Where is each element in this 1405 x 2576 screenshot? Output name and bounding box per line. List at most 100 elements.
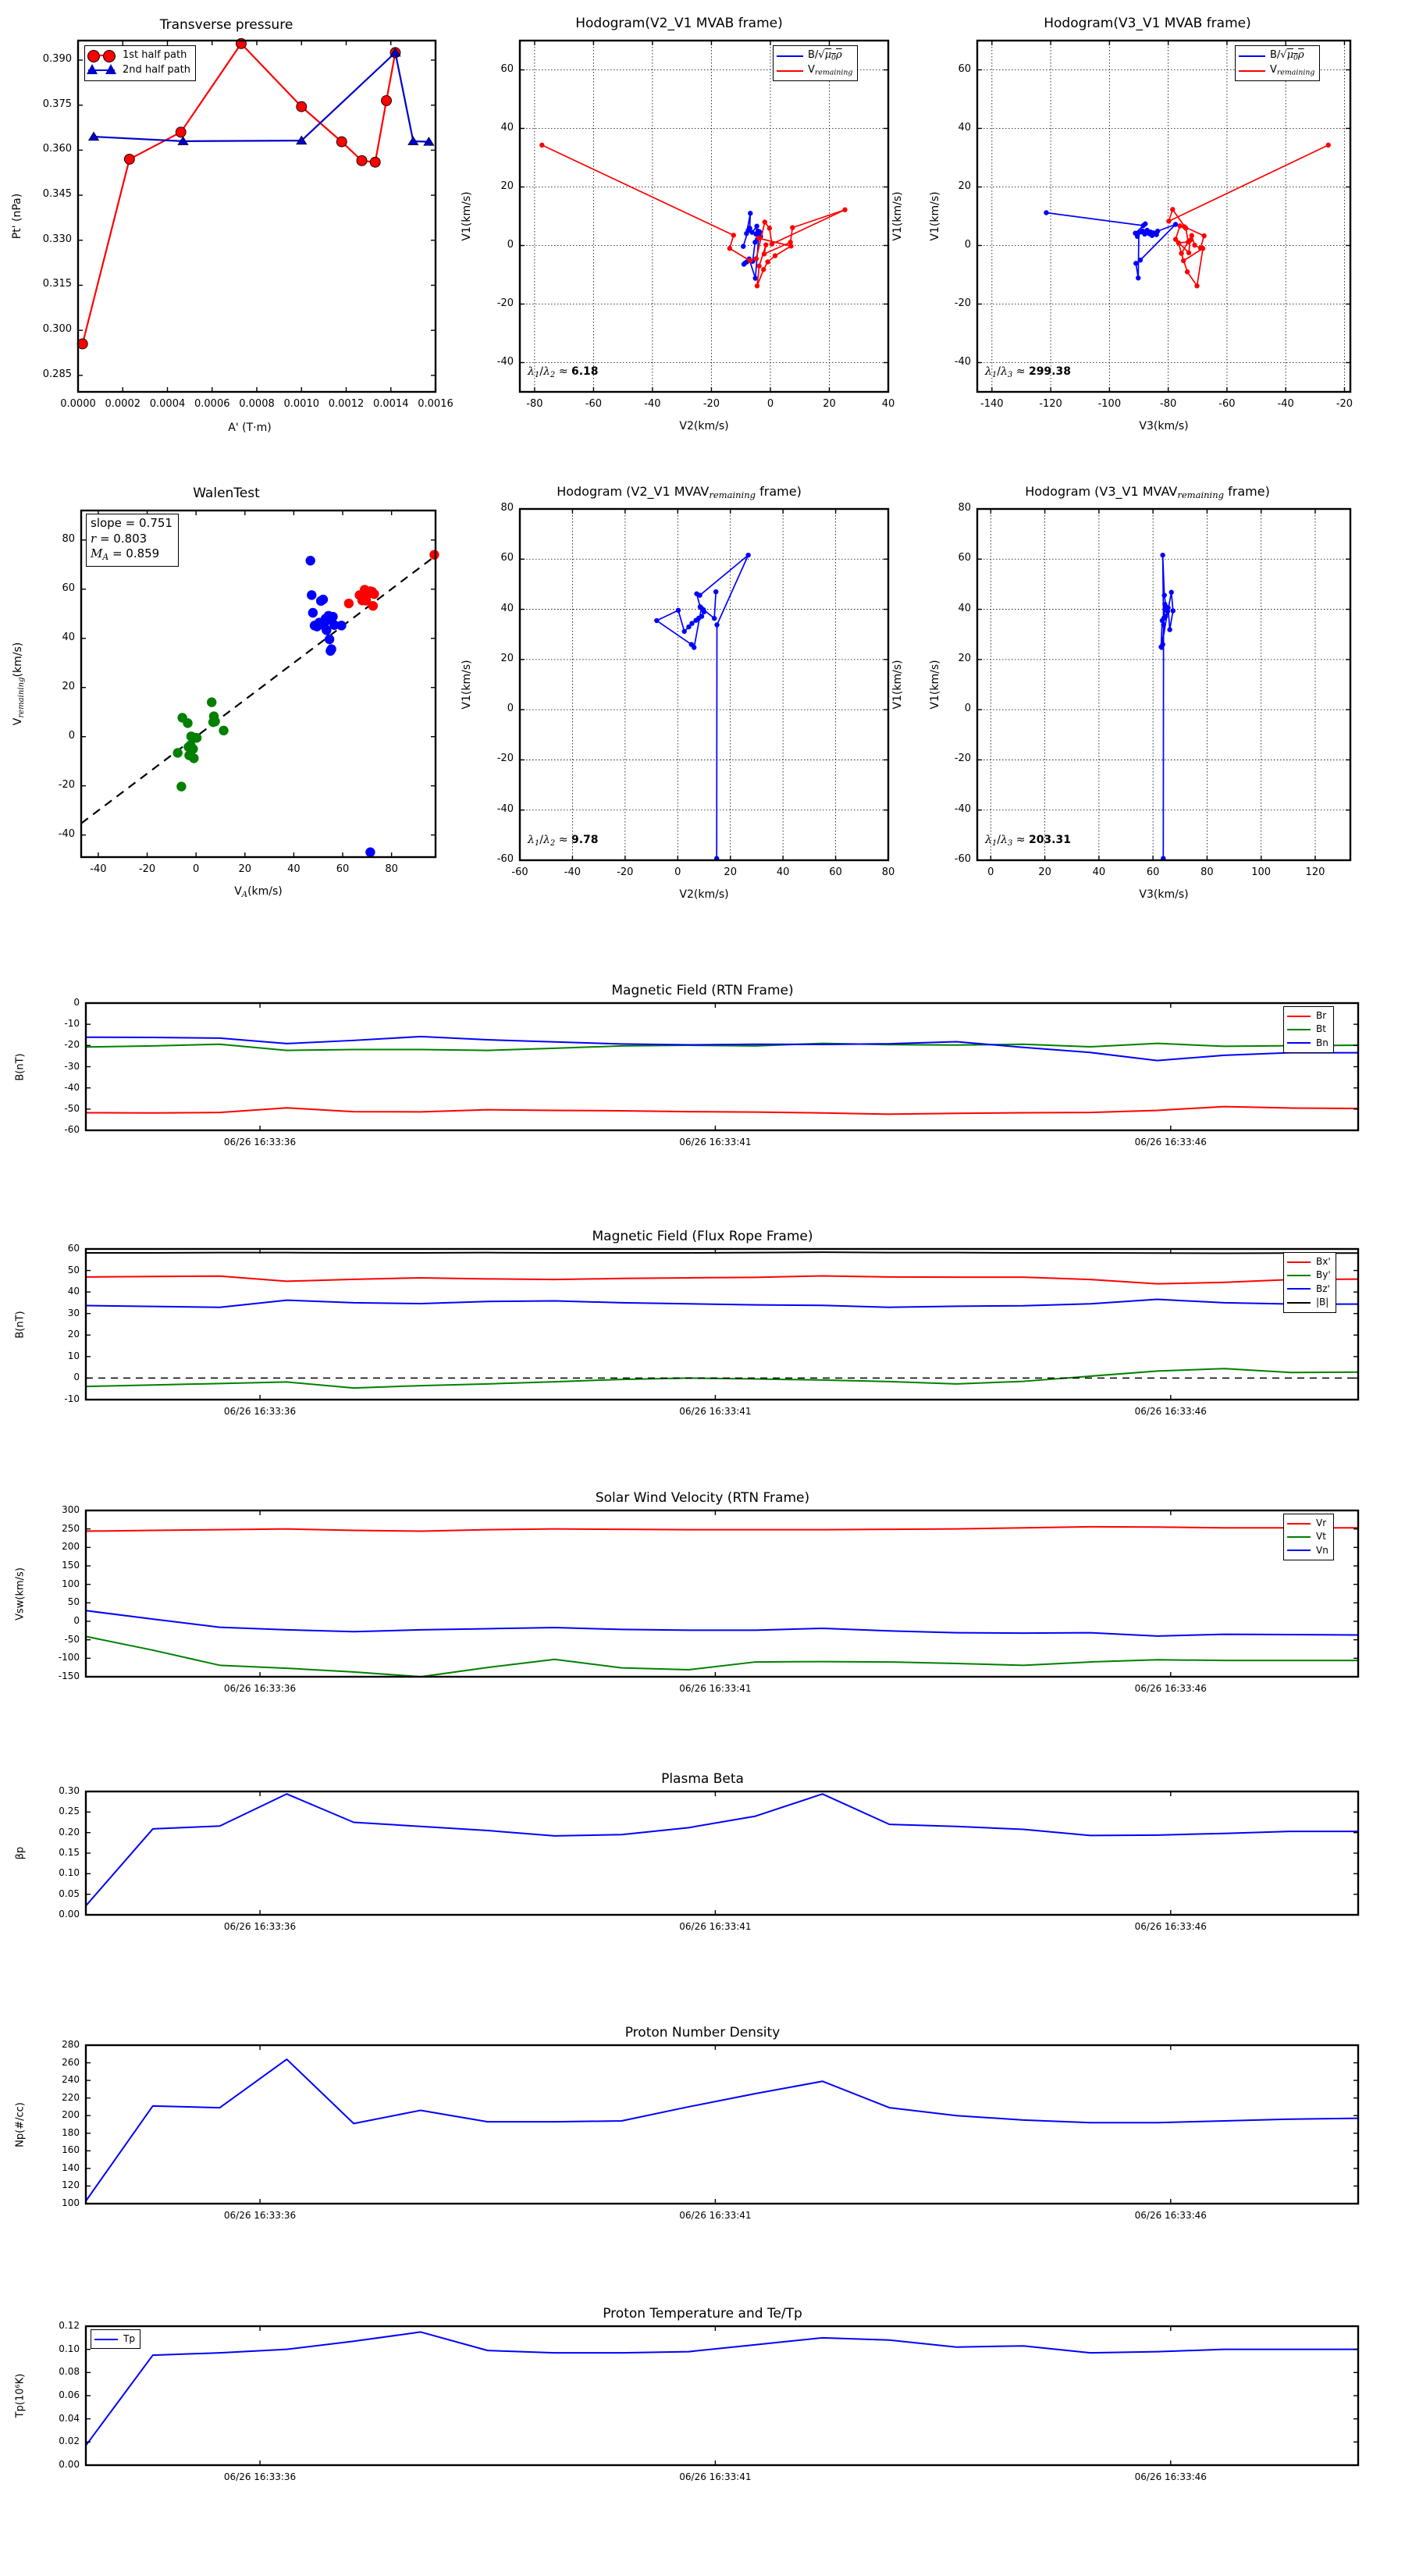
walen-panel: WalenTest -40 -20 0 20 40 60 80 -40 -20 0 20 40 60 80 V… bbox=[0, 468, 453, 921]
hodo_v2v1_mvav-panel: Hodogram (V2_V1 MVAVremaining frame) -60-… bbox=[453, 468, 905, 921]
y-tick-label: 60 bbox=[67, 1243, 80, 1254]
x-tick-label: 100 bbox=[1251, 866, 1272, 878]
x-tick-label: 20 bbox=[238, 863, 252, 875]
y-tick-label: 0.00 bbox=[59, 1909, 80, 1920]
mag_fluxrope-title: Magnetic Field (Flux Rope Frame) bbox=[592, 1229, 813, 1244]
mag_rtn-panel-svg bbox=[84, 1002, 1360, 1132]
y-tick-label: -20 bbox=[496, 753, 514, 765]
tp-legend[interactable]: Tp bbox=[91, 2329, 140, 2350]
hodo_v2v1_mvab-panel: Hodogram(V2_V1 MVAB frame) -40 -20 0 20 40 60 -… bbox=[453, 0, 905, 453]
y-tick-label: 200 bbox=[62, 1541, 80, 1553]
x-tick-label: 06/26 16:33:41 bbox=[679, 1406, 752, 1417]
legend-row: Bt bbox=[1287, 1023, 1329, 1036]
hodo_v2v1_mvab-ylabel: V1(km/s) bbox=[461, 191, 473, 241]
vsw_rtn-panel-svg bbox=[84, 1509, 1360, 1678]
vsw_rtn-ylabel: Vsw(km/s) bbox=[14, 1567, 27, 1621]
legend-line-swatch bbox=[1287, 1015, 1311, 1017]
x-tick-label: -140 bbox=[980, 398, 1004, 410]
y-tick-label: 0.330 bbox=[42, 233, 72, 245]
mag_fluxrope-legend[interactable]: Bx' By' Bz' |B| bbox=[1283, 1252, 1336, 1313]
x-tick-label: 06/26 16:33:36 bbox=[223, 2210, 297, 2221]
legend-label: Vremaining bbox=[808, 64, 853, 77]
y-tick-label: 20 bbox=[958, 180, 971, 192]
np-panel-svg bbox=[84, 2044, 1360, 2205]
y-tick-label: 20 bbox=[500, 652, 514, 664]
x-tick-label: 0.0000 bbox=[60, 398, 96, 410]
legend-row: By' bbox=[1287, 1268, 1331, 1282]
y-tick-label: 200 bbox=[62, 2109, 80, 2121]
x-tick-label: -40 bbox=[564, 866, 582, 878]
x-tick-label: 0.0010 bbox=[283, 398, 320, 410]
y-tick-label: 240 bbox=[62, 2074, 80, 2086]
y-tick-label: 20 bbox=[958, 652, 971, 664]
y-tick-label: -150 bbox=[58, 1670, 80, 1681]
x-tick-label: -20 bbox=[1336, 398, 1353, 410]
legend-line-swatch bbox=[94, 2338, 118, 2340]
x-tick-label: 06/26 16:33:41 bbox=[679, 1137, 752, 1147]
legend-label: B/√μ0ρ bbox=[1270, 49, 1304, 62]
y-tick-label: 20 bbox=[67, 1329, 80, 1340]
y-tick-label: -60 bbox=[496, 853, 514, 865]
mag_rtn-legend[interactable]: Br Bt Bn bbox=[1283, 1006, 1334, 1054]
y-tick-label: 0.10 bbox=[59, 1867, 80, 1879]
transverse-pressure-panel: Transverse pressure 0.285 0.300 0.315 0.330 0… bbox=[0, 0, 454, 453]
x-tick-label: -80 bbox=[526, 398, 543, 410]
y-tick-label: -10 bbox=[64, 1018, 80, 1030]
hodo_v3v1_mvab-xlabel: V3(km/s) bbox=[1139, 420, 1189, 432]
transverse-pressure-panel-svg bbox=[76, 37, 437, 393]
legend-label: Br bbox=[1316, 1010, 1327, 1021]
x-tick-label: -20 bbox=[702, 398, 720, 410]
x-tick-label: 60 bbox=[829, 866, 842, 878]
y-tick-label: 0.375 bbox=[42, 98, 72, 110]
legend-line-swatch bbox=[1287, 1536, 1311, 1539]
x-tick-label: -100 bbox=[1097, 398, 1122, 410]
y-tick-label: 80 bbox=[62, 532, 75, 545]
hodo_v2v1_mvab-legend[interactable]: B/√μ0ρ Vremaining bbox=[773, 45, 859, 82]
legend-row: Tp bbox=[94, 2332, 135, 2346]
x-tick-label: -20 bbox=[138, 863, 156, 875]
y-tick-label: -60 bbox=[64, 1124, 80, 1135]
y-tick-label: 260 bbox=[62, 2056, 80, 2068]
np-ylabel: Np(#/cc) bbox=[14, 2101, 27, 2147]
hodo_v3v1_mvav-title: Hodogram (V3_V1 MVAVremaining frame) bbox=[1025, 484, 1270, 501]
mag_fluxrope-ylabel: B(nT) bbox=[14, 1310, 27, 1339]
y-tick-label: 100 bbox=[62, 1578, 80, 1589]
legend-marker-v bbox=[1239, 69, 1265, 72]
hodo_v2v1_mvav-eigenvalue-annotation: λ1/λ2 ≈ 9.78 bbox=[528, 834, 599, 848]
y-tick-label: 0.00 bbox=[59, 2459, 80, 2470]
x-tick-label: -80 bbox=[1160, 398, 1177, 410]
y-tick-label: 0.315 bbox=[42, 278, 72, 290]
np-title: Proton Number Density bbox=[624, 2025, 781, 2041]
hodo_v2v1_mvav-panel-svg bbox=[518, 507, 890, 862]
hodo_v3v1_mvab-legend[interactable]: B/√μ0ρ Vremaining bbox=[1235, 45, 1321, 82]
hodo_v3v1_mvab-title: Hodogram(V3_V1 MVAB frame) bbox=[1044, 16, 1251, 31]
y-tick-label: 40 bbox=[958, 602, 971, 614]
x-tick-label: 06/26 16:33:41 bbox=[679, 1921, 752, 1932]
x-tick-label: 06/26 16:33:46 bbox=[1134, 1921, 1207, 1932]
y-tick-label: 0 bbox=[73, 997, 80, 1008]
y-tick-label: 0.25 bbox=[59, 1806, 80, 1817]
legend-label: Vremaining bbox=[1270, 64, 1315, 77]
transverse-pressure-legend[interactable]: 1st half path 2nd half path bbox=[84, 45, 196, 81]
vsw_rtn-legend[interactable]: Vr Vt Vn bbox=[1283, 1514, 1334, 1561]
walen-ma-label: MA = 0.859 bbox=[91, 546, 160, 563]
y-tick-label: 0 bbox=[507, 703, 514, 715]
x-tick-label: -40 bbox=[90, 863, 107, 875]
y-tick-label: -40 bbox=[496, 355, 514, 368]
legend-row: Vr bbox=[1287, 1517, 1329, 1530]
walen-panel-svg bbox=[80, 509, 439, 859]
x-tick-label: 06/26 16:33:46 bbox=[1134, 2210, 1207, 2221]
legend-marker-b bbox=[777, 55, 803, 57]
mag_rtn-panel: Magnetic Field (RTN Frame) -60 -50 -40 -30 -2… bbox=[0, 980, 1405, 1163]
y-tick-label: 0.08 bbox=[59, 2366, 80, 2378]
legend-label: B/√μ0ρ bbox=[808, 49, 842, 62]
y-tick-label: 250 bbox=[62, 1522, 80, 1534]
y-tick-label: 60 bbox=[500, 552, 514, 564]
legend-label: Vn bbox=[1316, 1544, 1329, 1556]
x-tick-label: 40 bbox=[1092, 866, 1106, 878]
hodo_v3v1_mvav-panel: Hodogram (V3_V1 MVAVremaining frame) -60 -… bbox=[921, 468, 1374, 921]
x-tick-label: -60 bbox=[1218, 398, 1236, 410]
y-tick-label: 0.300 bbox=[42, 323, 72, 336]
y-tick-label: 0.285 bbox=[42, 368, 72, 380]
y-tick-label: 0.30 bbox=[59, 1785, 80, 1796]
